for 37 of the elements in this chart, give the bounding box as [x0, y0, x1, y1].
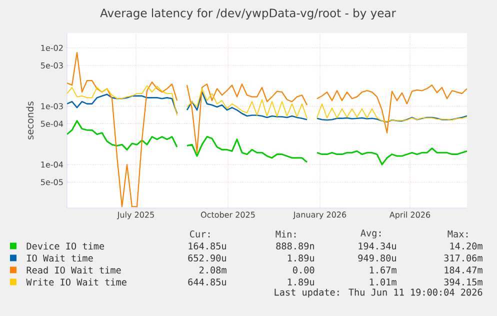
y-tick-label: 1e-03 [41, 103, 63, 110]
text: 2.08m [200, 266, 226, 274]
x-tick-label: April 2026 [389, 212, 430, 220]
text: 1.67m [370, 266, 396, 274]
text: 14.20m [450, 242, 482, 250]
text: 0.00 [293, 266, 314, 274]
x-tick-label: July 2025 [116, 212, 154, 220]
text: 644.85u [188, 278, 226, 286]
text: 164.85u [188, 242, 226, 250]
x-tick-label: October 2025 [201, 212, 255, 218]
y-tick-label: 5e-03 [41, 62, 63, 68]
text: 194.34u [358, 242, 396, 250]
y-tick-label: 1e-02 [41, 44, 63, 51]
text: Last update: Thu Jun 11 19:00:04 2026 [274, 288, 482, 298]
text: 888.89n [276, 242, 314, 250]
text: 949.80u [358, 254, 396, 262]
text: 1.01m [370, 278, 396, 286]
text: 394.15m [444, 278, 482, 286]
text: Avg: [360, 230, 381, 238]
text: 1.89u [288, 278, 314, 286]
y-tick-label: 5e-04 [41, 120, 64, 127]
x-tick-label: January 2026 [292, 212, 346, 220]
legend-label: Write IO Wait time [26, 278, 126, 286]
text: 652.90u [188, 254, 226, 262]
text: 184.47m [444, 266, 482, 274]
legend-label: Device IO time [26, 242, 104, 250]
text: Min: [276, 230, 296, 238]
text: Cur: [190, 230, 210, 238]
text: Max: [448, 230, 468, 238]
chart-title: Average latency for /dev/ywpData-vg/root - by year [100, 8, 396, 20]
legend-label: Read IO Wait time [26, 266, 121, 274]
y-axis-title: seconds [26, 102, 34, 140]
y-tick-label: 5e-05 [41, 179, 63, 186]
text: 317.06m [444, 254, 482, 262]
text: 1.89u [288, 254, 314, 262]
y-tick-label: 1e-04 [41, 162, 64, 168]
legend-label: IO Wait time [27, 254, 93, 262]
